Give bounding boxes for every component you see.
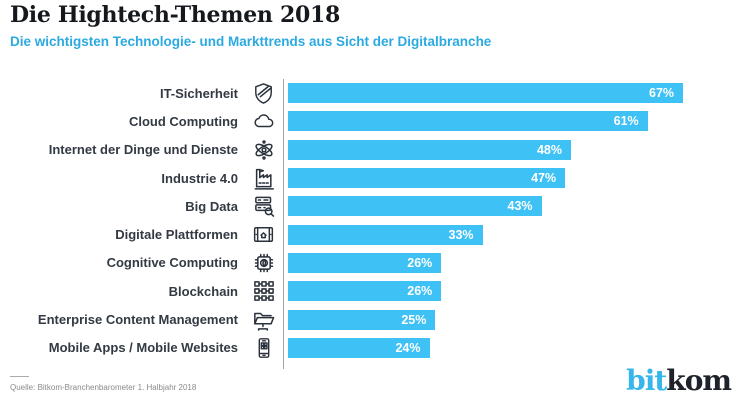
bar: 43%	[288, 196, 542, 217]
chip-brain-icon	[244, 250, 283, 276]
smartphone-icon	[244, 335, 283, 361]
category-label: Big Data	[185, 198, 238, 214]
cloud-icon	[244, 109, 283, 134]
source-note: Quelle: Bitkom-Branchenbarometer 1. Halb…	[10, 383, 197, 392]
value-label: 25%	[401, 312, 427, 327]
category-label: IT-Sicherheit	[159, 85, 238, 101]
value-label: 33%	[448, 227, 474, 242]
shield-icon	[244, 81, 283, 106]
page-subtitle: Die wichtigsten Technologie- und Markttr…	[10, 34, 492, 49]
category-label: Mobile Apps / Mobile Websites	[48, 340, 238, 356]
category-label: Cloud Computing	[128, 113, 238, 129]
bar: 33%	[288, 224, 483, 245]
chart-row: Digitale Plattformen 33%	[0, 220, 738, 249]
chart-row: Blockchain 26%	[0, 277, 738, 306]
category-label: Internet der Dinge und Dienste	[48, 142, 238, 158]
bar-chart: IT-Sicherheit 67% Cloud Computing 61% In…	[0, 79, 738, 369]
chart-row: Internet der Dinge und Dienste 48%	[0, 135, 738, 164]
value-label: 43%	[507, 199, 533, 214]
value-label: 61%	[613, 114, 639, 129]
atom-icon	[244, 137, 283, 163]
value-label: 48%	[536, 142, 562, 157]
chart-row: Industrie 4.0 47%	[0, 163, 738, 193]
axis-tail	[0, 361, 738, 369]
chart-row: Cognitive Computing 26%	[0, 248, 738, 278]
chart-row: Cloud Computing 61%	[0, 107, 738, 136]
logo-kom: kom	[666, 364, 732, 397]
category-label: Blockchain	[168, 283, 238, 299]
bar: 24%	[288, 337, 430, 358]
category-label: Industrie 4.0	[161, 170, 238, 186]
logo-bit: bit	[626, 364, 667, 397]
bar: 67%	[288, 83, 684, 104]
bar: 26%	[288, 252, 442, 273]
value-label: 26%	[407, 284, 433, 299]
chart-row: Mobile Apps / Mobile Websites 24%	[0, 333, 738, 362]
value-label: 47%	[531, 171, 557, 186]
bar: 25%	[288, 309, 436, 330]
factory-icon	[244, 165, 283, 191]
server-search-icon	[244, 193, 283, 219]
chart-row: IT-Sicherheit 67%	[0, 79, 738, 108]
page-title: Die Hightech-Themen 2018	[10, 2, 340, 28]
axis-line	[283, 361, 738, 369]
footer-divider	[10, 376, 29, 377]
tablet-home-icon	[244, 222, 283, 247]
bar: 26%	[288, 281, 442, 302]
blockchain-icon	[244, 278, 283, 304]
folder-icon	[244, 307, 283, 333]
value-label: 26%	[407, 255, 433, 270]
value-label: 67%	[649, 86, 675, 101]
category-label: Digitale Plattformen	[115, 227, 238, 243]
bar: 47%	[288, 168, 566, 189]
chart-row: Enterprise Content Management 25%	[0, 305, 738, 334]
value-label: 24%	[395, 340, 421, 355]
bar: 61%	[288, 111, 648, 132]
category-label: Cognitive Computing	[106, 255, 238, 271]
bitkom-logo: bitkom	[626, 364, 732, 397]
bar: 48%	[288, 139, 571, 160]
chart-row: Big Data 43%	[0, 192, 738, 221]
category-label: Enterprise Content Management	[37, 312, 238, 328]
